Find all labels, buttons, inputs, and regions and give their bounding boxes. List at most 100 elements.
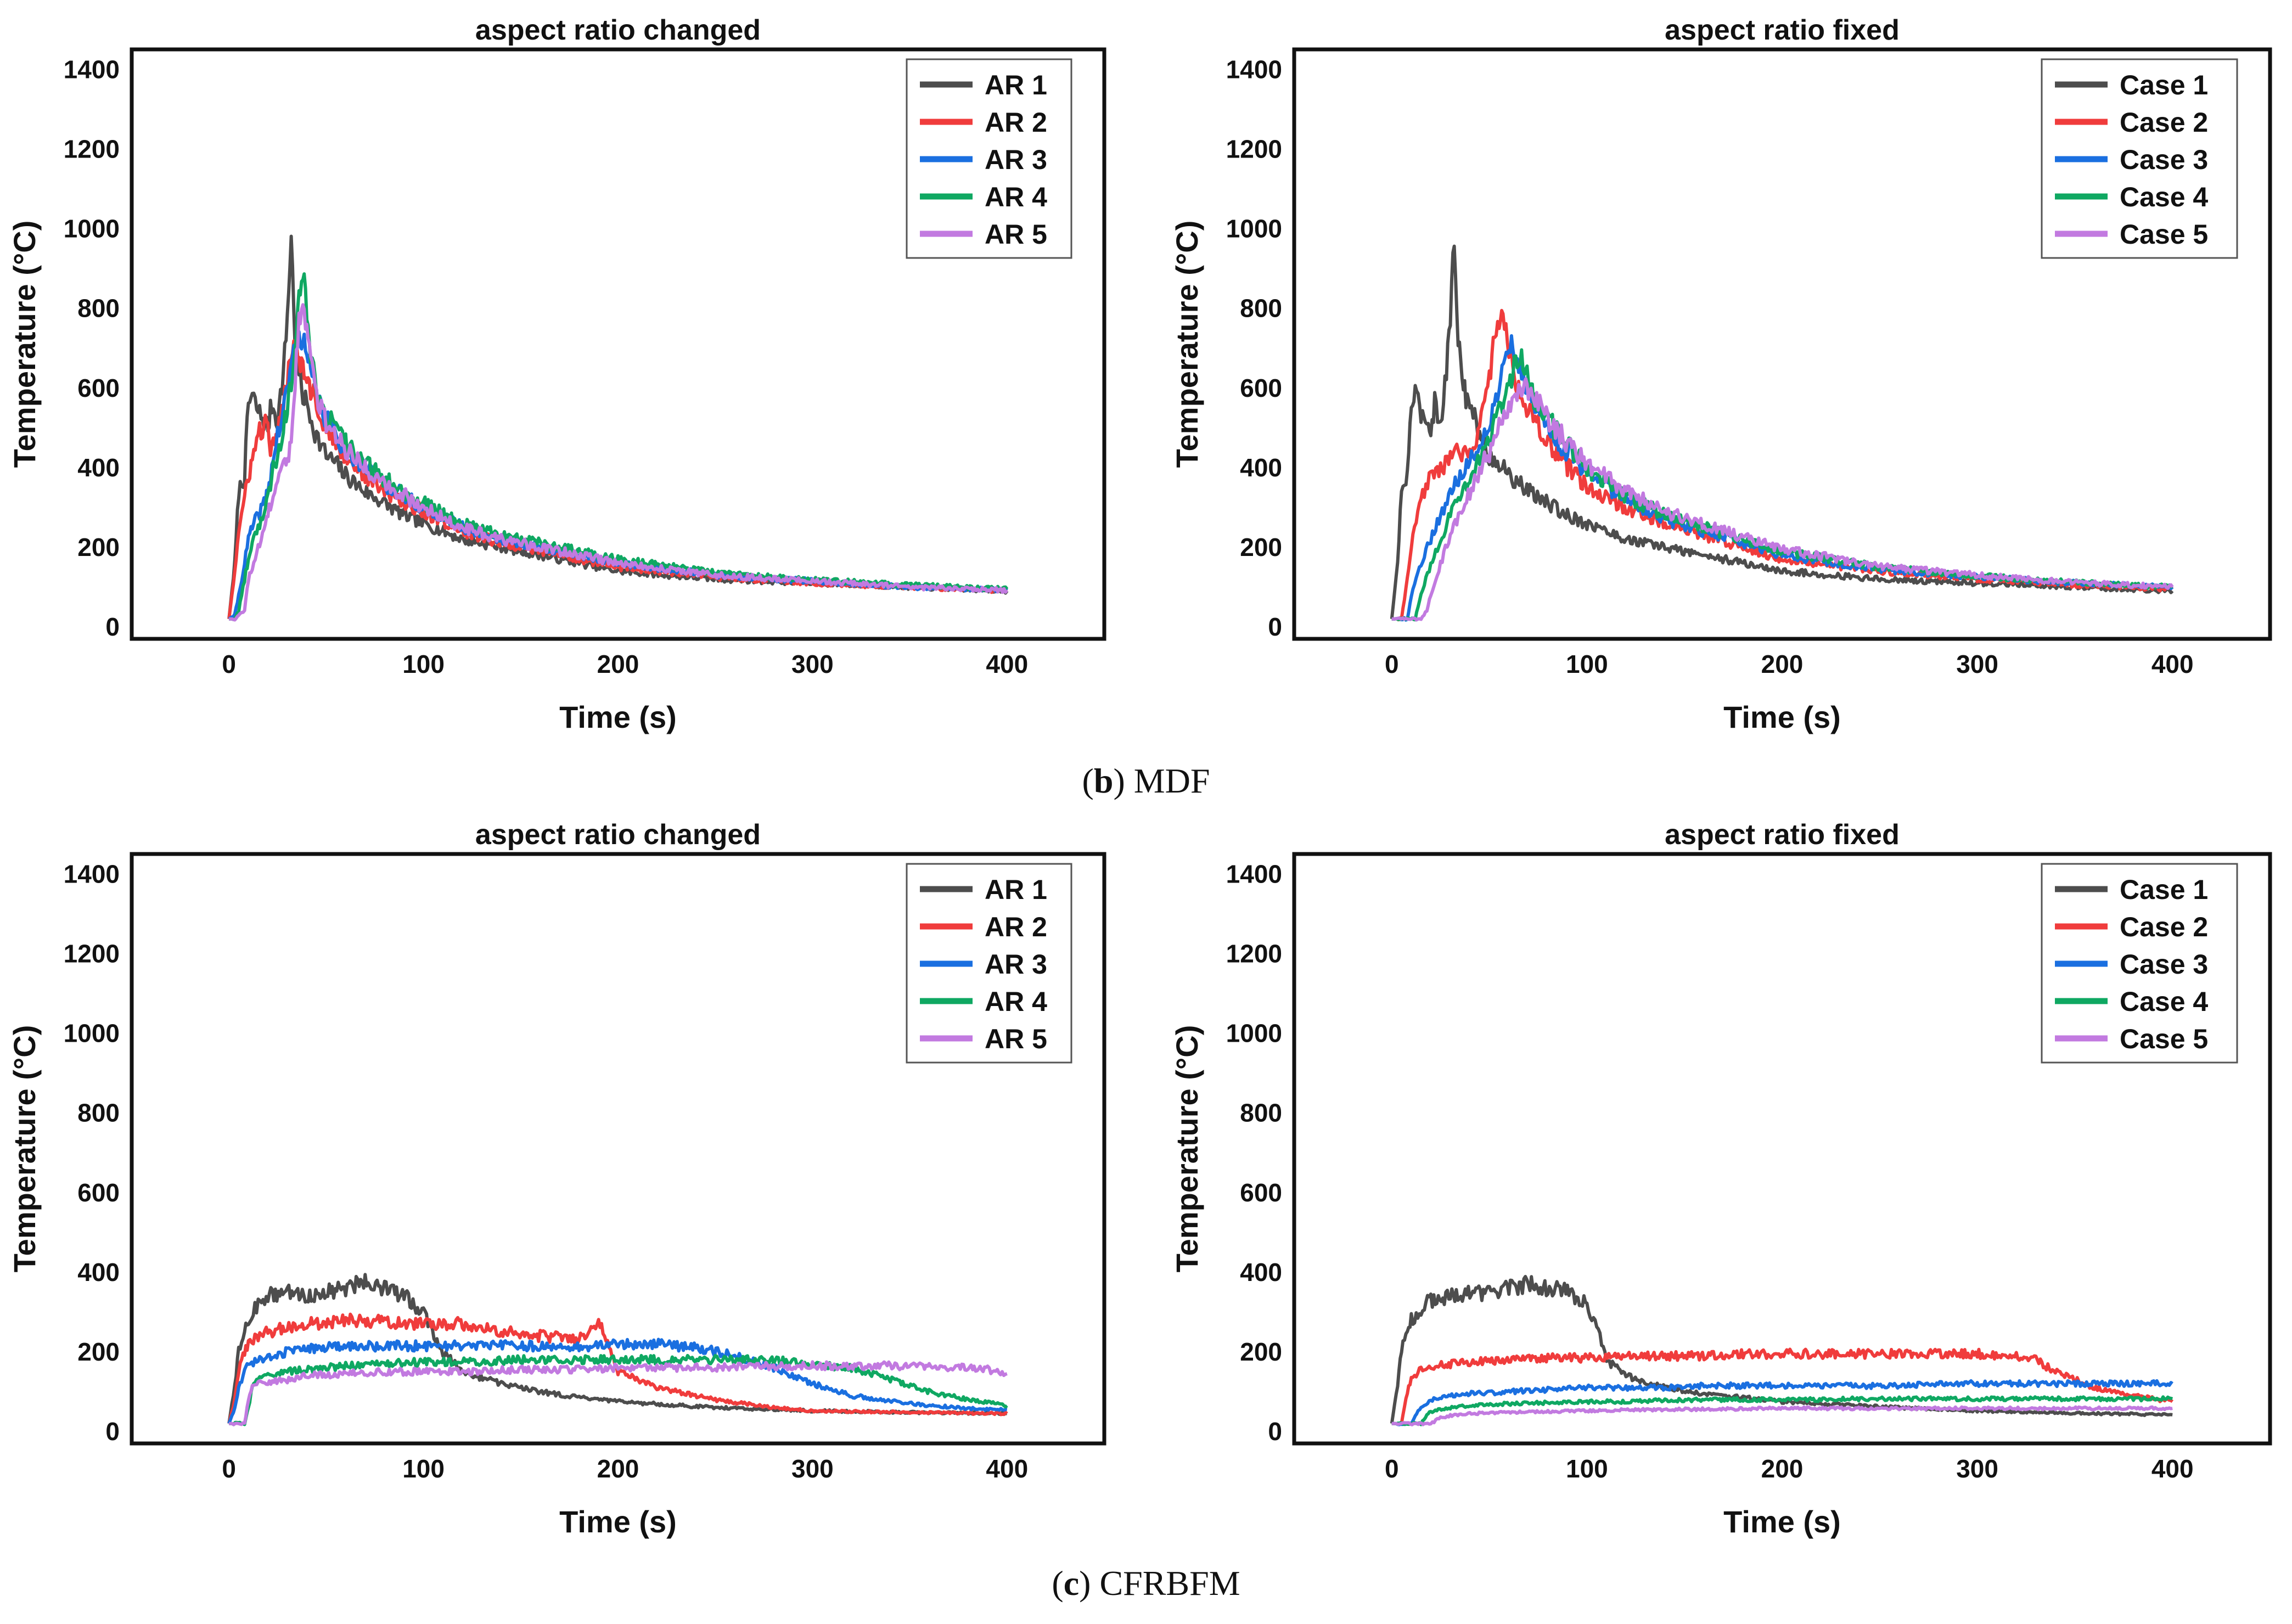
x-tick-label: 300 [1956, 650, 1998, 678]
legend-entry: AR 1 [985, 70, 1047, 100]
y-axis-label: Temperature (°C) [1170, 1025, 1204, 1273]
y-tick-label: 800 [77, 294, 120, 323]
legend-entry: AR 1 [985, 874, 1047, 905]
legend: Case 1 Case 2 Case 3 Case 4 Case 5 [2041, 58, 2238, 259]
chart-title: aspect ratio fixed [1665, 819, 1900, 851]
caption-mdf: (b) MDF [1082, 761, 1210, 800]
y-tick-label: 0 [105, 612, 120, 641]
series-line-case-4 [1391, 1395, 2173, 1426]
chart-mdf-aspect-ratio-changed: aspect ratio changed 0 100 200 300 400 0 200 400… [7, 14, 1106, 734]
chart-cfrbfm-aspect-ratio-changed: aspect ratio changed 0 100 200 300 400 0 200 400… [7, 819, 1106, 1539]
legend-entry: AR 4 [985, 986, 1047, 1017]
series-line-ar-3 [227, 1338, 1008, 1424]
series-line-ar-2 [227, 339, 1008, 620]
legend: AR 1 AR 2 AR 3 AR 4 AR 5 [906, 863, 1072, 1064]
x-tick-label: 200 [1761, 650, 1804, 678]
x-tick-label: 100 [402, 650, 445, 678]
legend: AR 1 AR 2 AR 3 AR 4 AR 5 [906, 58, 1072, 259]
legend-entry: AR 2 [985, 912, 1047, 942]
y-tick-label: 600 [77, 374, 120, 402]
y-tick-label: 1200 [64, 939, 120, 968]
chart-mdf-aspect-ratio-fixed: aspect ratio fixed 0 100 200 300 400 0 200 400 60… [1170, 14, 2272, 734]
x-tick-label: 100 [402, 1454, 445, 1483]
y-tick-label: 800 [1240, 1099, 1282, 1127]
series-line-case-2 [1391, 1347, 2174, 1426]
legend-entry: AR 3 [985, 144, 1047, 175]
x-tick-label: 400 [986, 1454, 1028, 1483]
x-tick-label: 0 [222, 650, 236, 678]
chart-title: aspect ratio changed [475, 819, 761, 851]
series-group [1390, 1274, 2174, 1426]
x-tick-label: 0 [222, 1454, 236, 1483]
y-tick-label: 800 [1240, 294, 1282, 323]
x-tick-label: 300 [791, 1454, 834, 1483]
plot-frame [130, 852, 1106, 1446]
legend-entry: Case 5 [2120, 1024, 2208, 1054]
x-axis-label: Time (s) [559, 1504, 677, 1539]
y-tick-label: 1000 [1226, 215, 1282, 243]
legend: Case 1 Case 2 Case 3 Case 4 Case 5 [2041, 863, 2238, 1064]
y-tick-label: 200 [77, 1338, 120, 1366]
y-tick-label: 200 [77, 533, 120, 561]
y-tick-label: 1200 [1226, 939, 1282, 968]
y-tick-label: 1200 [1226, 134, 1282, 163]
caption-cfrbfm: (c) CFRBFM [1052, 1564, 1240, 1603]
x-tick-label: 0 [1385, 1454, 1399, 1483]
caption-mdf-text: MDF [1134, 761, 1210, 800]
legend-entry: Case 3 [2120, 144, 2208, 175]
y-axis-label: Temperature (°C) [7, 1025, 42, 1273]
y-tick-label: 0 [1268, 1417, 1282, 1446]
y-axis-label: Temperature (°C) [7, 221, 42, 468]
y-tick-label: 400 [1240, 1258, 1282, 1286]
x-tick-label: 400 [2151, 650, 2194, 678]
y-tick-label: 600 [1240, 1178, 1282, 1207]
series-line-case-1 [1390, 244, 2174, 620]
legend-entry: Case 1 [2120, 70, 2208, 100]
y-tick-label: 400 [77, 1258, 120, 1286]
x-tick-label: 200 [597, 1454, 639, 1483]
x-tick-label: 200 [1761, 1454, 1804, 1483]
y-tick-label: 0 [1268, 612, 1282, 641]
x-axis-label: Time (s) [559, 700, 677, 734]
x-axis-label: Time (s) [1723, 1504, 1841, 1539]
x-tick-label: 300 [1956, 1454, 1998, 1483]
plot-frame [130, 47, 1106, 641]
series-line-case-5 [1391, 1405, 2173, 1426]
series-line-case-5 [1391, 377, 2174, 622]
x-tick-label: 0 [1385, 650, 1399, 678]
y-tick-label: 200 [1240, 1338, 1282, 1366]
series-line-case-3 [1391, 1379, 2173, 1426]
x-axis-label: Time (s) [1723, 700, 1841, 734]
legend-entry: AR 5 [985, 1024, 1047, 1054]
y-tick-label: 600 [77, 1178, 120, 1207]
legend-entry: AR 3 [985, 949, 1047, 980]
y-tick-label: 1400 [1226, 55, 1282, 83]
y-tick-label: 800 [77, 1099, 120, 1127]
caption-cfrbfm-text: CFRBFM [1099, 1564, 1240, 1603]
series-line-ar-5 [228, 303, 1009, 622]
y-tick-label: 1400 [64, 55, 120, 83]
legend-entry: Case 2 [2120, 107, 2208, 138]
chart-cfrbfm-aspect-ratio-fixed: aspect ratio fixed 0 100 200 300 400 0 200 400 60… [1170, 819, 2272, 1539]
y-tick-label: 1000 [1226, 1019, 1282, 1048]
legend-entry: Case 4 [2120, 182, 2208, 212]
x-tick-label: 300 [791, 650, 834, 678]
legend-entry: Case 5 [2120, 219, 2208, 250]
y-tick-label: 1200 [64, 134, 120, 163]
y-axis-label: Temperature (°C) [1170, 221, 1204, 468]
legend-entry: AR 5 [985, 219, 1047, 250]
chart-title: aspect ratio fixed [1665, 14, 1900, 46]
legend-entry: Case 3 [2120, 949, 2208, 980]
legend-entry: Case 4 [2120, 986, 2208, 1017]
caption-cfrbfm-label: c [1064, 1564, 1079, 1603]
y-tick-label: 400 [1240, 453, 1282, 482]
y-tick-label: 600 [1240, 374, 1282, 402]
x-tick-label: 400 [986, 650, 1028, 678]
plot-frame [1292, 47, 2272, 641]
y-tick-label: 400 [77, 453, 120, 482]
x-tick-label: 100 [1566, 650, 1608, 678]
legend-entry: AR 2 [985, 107, 1047, 138]
x-tick-label: 100 [1566, 1454, 1608, 1483]
y-tick-label: 1000 [64, 215, 120, 243]
